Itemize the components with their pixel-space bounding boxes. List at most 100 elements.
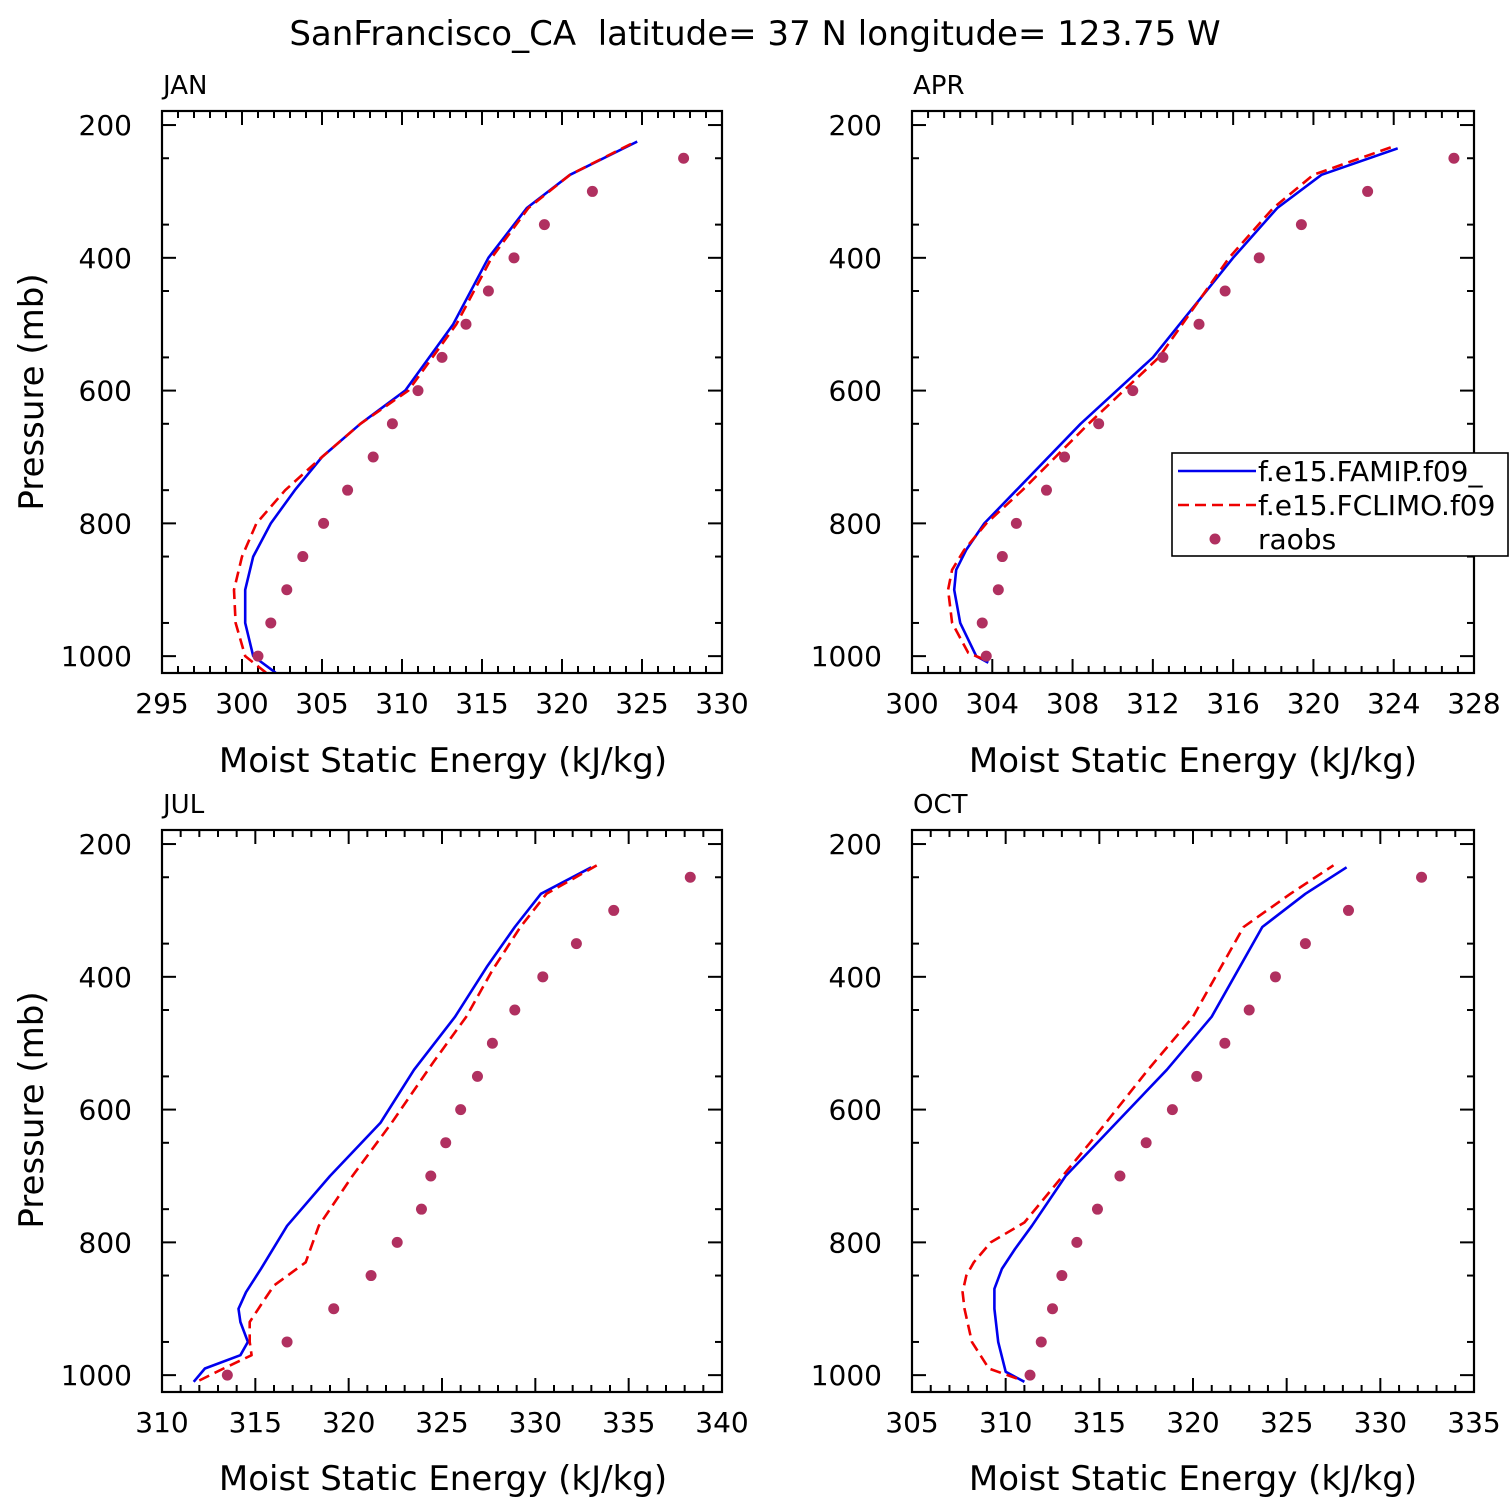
panel-jan: JAN Moist Static Energy (kJ/kg) Pressure… [12, 71, 749, 781]
raobs-point [367, 451, 379, 463]
y-tick-label: 400 [79, 961, 132, 994]
x-axis-label: Moist Static Energy (kJ/kg) [969, 741, 1417, 781]
x-axis-label: Moist Static Energy (kJ/kg) [969, 1459, 1417, 1499]
plot-frame [160, 109, 724, 675]
raobs-point [1040, 484, 1052, 496]
y-axis-label: Pressure (mb) [12, 273, 52, 510]
legend-label: f.e15.FCLIMO.f09 [1258, 489, 1495, 522]
x-tick-label: 310 [375, 687, 428, 720]
raobs-point [1299, 938, 1311, 950]
raobs-point [342, 484, 354, 496]
raobs-point [537, 971, 549, 983]
x-axis-label: Moist Static Energy (kJ/kg) [219, 1459, 667, 1499]
raobs-point [1295, 219, 1307, 231]
raobs-point [386, 418, 398, 430]
x-tick-label: 304 [966, 687, 1019, 720]
x-tick-label: 325 [1260, 1406, 1313, 1439]
axis-ticks: 310 315 320 325 330 335 340 200 400 600 800 1000 [61, 828, 749, 1439]
x-axis-label: Moist Static Energy (kJ/kg) [219, 741, 667, 781]
y-tick-label: 600 [829, 1094, 882, 1127]
x-tick-label: 320 [535, 687, 588, 720]
x-tick-label: 295 [135, 687, 188, 720]
raobs-point [1093, 418, 1105, 430]
raobs-point [1059, 451, 1071, 463]
famip-line [993, 866, 1348, 1383]
x-tick-label: 328 [1447, 687, 1500, 720]
raobs-point [391, 1236, 403, 1248]
raobs-point [992, 584, 1004, 596]
x-tick-label: 305 [295, 687, 348, 720]
y-tick-label: 800 [79, 507, 132, 540]
y-tick-label: 600 [829, 375, 882, 408]
raobs-point [1243, 1004, 1255, 1016]
raobs-point [436, 351, 448, 363]
raobs-point [318, 517, 330, 529]
raobs-point [460, 318, 472, 330]
x-tick-label: 320 [1166, 1406, 1219, 1439]
raobs-point [297, 551, 309, 563]
raobs-point [1127, 385, 1139, 397]
raobs-point [412, 385, 424, 397]
x-tick-label: 310 [135, 1406, 188, 1439]
x-tick-label: 315 [455, 687, 508, 720]
raobs-point [1219, 285, 1231, 297]
raobs-point [415, 1203, 427, 1215]
raobs-point [1140, 1137, 1152, 1149]
raobs-point [1166, 1104, 1178, 1116]
raobs-point [1193, 318, 1205, 330]
raobs-point [684, 871, 696, 883]
y-tick-label: 400 [79, 242, 132, 275]
raobs-point [1047, 1303, 1058, 1315]
y-tick-label: 800 [79, 1226, 132, 1259]
raobs-point [1157, 351, 1169, 363]
x-tick-label: 325 [415, 1406, 468, 1439]
panel-label: OCT [913, 790, 968, 820]
x-tick-label: 335 [1447, 1406, 1500, 1439]
y-tick-label: 200 [79, 109, 132, 142]
legend-raobs-marker [1209, 533, 1221, 545]
raobs-point [1010, 517, 1022, 529]
panel-oct: OCT Moist Static Energy (kJ/kg) 305 310 31… [811, 790, 1501, 1499]
x-tick-label: 324 [1367, 687, 1420, 720]
plot-frame [910, 109, 1476, 675]
y-tick-label: 1000 [61, 640, 132, 673]
fclimo-line [946, 145, 1395, 661]
legend-label: raobs [1258, 523, 1336, 556]
panel-jul: JUL Moist Static Energy (kJ/kg) Pressure… [12, 790, 749, 1499]
plot-frame [910, 828, 1476, 1394]
raobs-point [440, 1137, 452, 1149]
famip-line [952, 147, 1399, 664]
y-tick-label: 400 [829, 961, 882, 994]
raobs-point [1253, 252, 1265, 264]
y-tick-label: 400 [829, 242, 882, 275]
raobs-point [1416, 871, 1428, 883]
axis-ticks: 305 310 315 320 325 330 335 200 400 600 800 1000 [811, 828, 1501, 1439]
y-tick-label: 200 [829, 828, 882, 861]
raobs-point [1024, 1369, 1036, 1381]
plot-frame [160, 828, 724, 1394]
y-tick-label: 1000 [811, 1359, 882, 1392]
y-tick-label: 1000 [811, 640, 882, 673]
axis-ticks: 295 300 305 310 315 320 325 330 200 400 600 800 1000 [61, 109, 749, 720]
raobs-point [1362, 185, 1374, 197]
raobs-point [586, 185, 598, 197]
y-tick-label: 1000 [61, 1359, 132, 1392]
x-tick-label: 325 [615, 687, 668, 720]
y-tick-label: 800 [829, 1226, 882, 1259]
raobs-point [425, 1170, 437, 1182]
raobs-point [678, 152, 690, 164]
raobs-point [608, 904, 620, 916]
fclimo-line [198, 864, 598, 1382]
y-tick-label: 600 [79, 1094, 132, 1127]
x-tick-label: 300 [885, 687, 938, 720]
x-tick-label: 315 [229, 1406, 282, 1439]
x-tick-label: 300 [215, 687, 268, 720]
raobs-point [1342, 904, 1354, 916]
raobs-point [538, 219, 550, 231]
raobs-point [1035, 1336, 1047, 1348]
panel-apr: APR Moist Static Energy (kJ/kg) 300 304 30… [811, 71, 1509, 781]
raobs-point [455, 1104, 467, 1116]
raobs-point [221, 1369, 233, 1381]
x-tick-label: 340 [695, 1406, 748, 1439]
